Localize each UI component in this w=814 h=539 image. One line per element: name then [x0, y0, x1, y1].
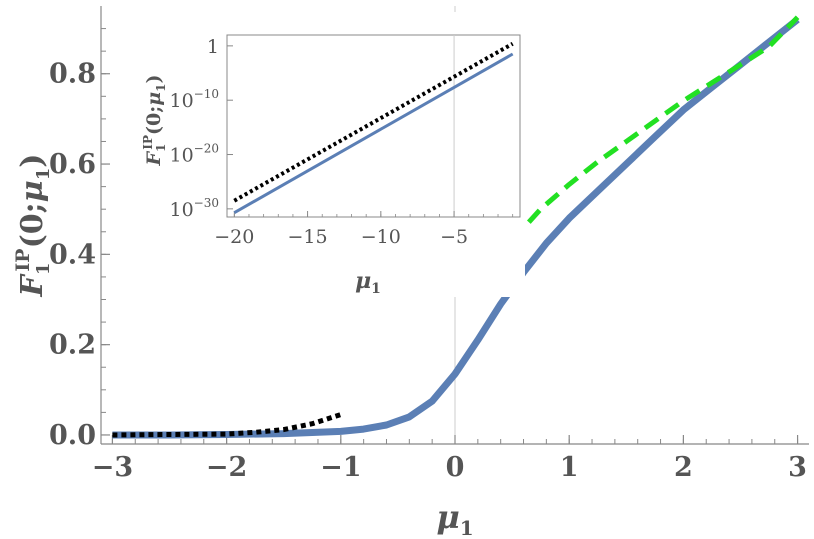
inset-y-tick-label: 10−30 — [169, 196, 219, 221]
inset-frame — [226, 34, 521, 218]
y-title-sub1: 1 — [154, 144, 168, 152]
main-x-tick-label: 1 — [560, 452, 579, 483]
inset-x-axis-title: μ1 — [355, 268, 381, 297]
inset-y-tick-exp: −20 — [194, 142, 219, 156]
y-title-sub1: 1 — [33, 263, 54, 276]
main-x-tick-label: 3 — [788, 452, 807, 483]
inset-x-tick-label: −20 — [214, 226, 254, 248]
y-title-mu: μ — [143, 92, 165, 106]
main-x-tick-label: −3 — [92, 452, 133, 483]
inset-x-tick-label: −10 — [361, 226, 401, 248]
y-title-open: (0; — [143, 106, 165, 135]
main-curve-dotted-asymptote — [112, 412, 342, 438]
y-title-mu: μ — [15, 180, 50, 202]
inset-y-tick-exp: −30 — [194, 196, 219, 210]
y-title-open: (0; — [15, 202, 50, 248]
inset-x-tick-label: −15 — [288, 226, 328, 248]
inset-x-axis-title-sub: 1 — [371, 281, 381, 297]
y-title-sub2: 1 — [154, 83, 168, 91]
inset-x-axis-title-base: μ — [355, 268, 371, 294]
main-y-tick-label: 0.6 — [49, 149, 96, 180]
y-title-F: F — [143, 151, 165, 167]
main-x-tick-label: −1 — [320, 452, 361, 483]
main-x-tick-label: 2 — [674, 452, 693, 483]
inset-y-tick-label: 10−10 — [169, 87, 219, 112]
inset-y-tick-base: 10 — [169, 90, 193, 112]
inset-y-tick-base: 1 — [207, 36, 219, 58]
main-x-axis-title-sub: 1 — [460, 516, 474, 539]
inset-curve-solid — [233, 52, 514, 215]
inset-y-axis-title: F1IP(0;μ1) — [141, 74, 168, 166]
inset-y-tick-label: 1 — [207, 36, 219, 58]
inset-x-tick-label: −5 — [440, 226, 468, 248]
inset-y-tick-base: 10 — [169, 199, 193, 221]
y-title-F: F — [15, 272, 50, 297]
main-curve-dashed-asymptote — [510, 15, 800, 243]
y-title-sub2: 1 — [33, 168, 54, 181]
main-x-axis-title-base: μ — [436, 498, 459, 536]
main-y-axis-title: F1IP(0;μ1) — [12, 154, 54, 298]
y-title-close: ) — [15, 154, 50, 168]
main-y-tick-label: 0.4 — [49, 239, 96, 270]
y-title-sup: IP — [12, 248, 34, 271]
main-x-tick-label: −2 — [206, 452, 247, 483]
main-y-tick-label: 0.2 — [49, 330, 96, 361]
inset-curve-dotted — [233, 41, 514, 203]
inset-y-tick-label: 10−20 — [169, 142, 219, 167]
y-title-close: ) — [143, 74, 165, 83]
main-curve-solid — [112, 16, 800, 439]
main-x-tick-label: 0 — [446, 452, 465, 483]
inset-y-tick-base: 10 — [169, 145, 193, 167]
main-x-axis-title: μ1 — [436, 498, 473, 539]
y-title-sup: IP — [141, 135, 155, 150]
inset-y-tick-exp: −10 — [194, 87, 219, 101]
main-y-tick-label: 0.8 — [49, 59, 96, 90]
main-y-tick-label: 0.0 — [49, 420, 96, 451]
